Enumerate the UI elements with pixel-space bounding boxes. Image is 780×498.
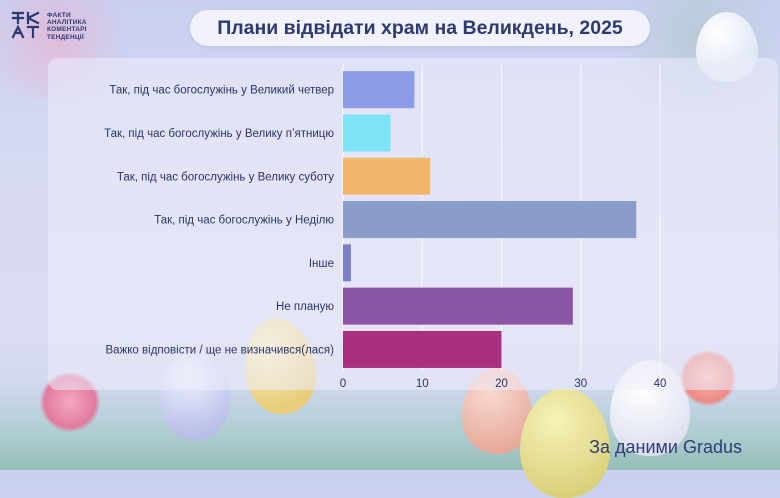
bar-6: [343, 330, 502, 368]
category-label-3: Так, під час богослужінь у Неділю: [154, 215, 334, 227]
category-label-4: Інше: [309, 258, 334, 270]
bar-0: [343, 71, 415, 109]
category-label-0: Так, під час богослужінь у Великий четве…: [109, 85, 334, 97]
bar-1: [343, 114, 391, 152]
logo-line-1: ФАКТИ: [47, 12, 71, 19]
category-label-2: Так, під час богослужінь у Велику суботу: [117, 171, 334, 183]
x-tick-label-4: 40: [654, 378, 667, 390]
logo-text: ФАКТИ АНАЛІТИКА КОМЕНТАРІ ТЕНДЕНЦІЇ: [47, 12, 87, 41]
x-tick-label-2: 20: [495, 378, 508, 390]
bar-4: [343, 244, 351, 282]
logo-line-4: ТЕНДЕНЦІЇ: [47, 33, 84, 41]
logo-mark-icon: [11, 11, 40, 39]
title-banner: Плани відвідати храм на Великдень, 2025: [190, 10, 650, 46]
chart-title: Плани відвідати храм на Великдень, 2025: [217, 16, 623, 39]
logo-line-3: КОМЕНТАРІ: [47, 26, 87, 34]
x-tick-label-0: 0: [340, 378, 346, 390]
source-note: За даними Gradus: [589, 437, 742, 457]
bar-5: [343, 287, 573, 325]
logo-line-2: АНАЛІТИКА: [47, 19, 87, 27]
bar-2: [343, 157, 431, 195]
x-tick-label-1: 10: [416, 378, 429, 390]
category-label-5: Не планую: [276, 301, 334, 313]
x-tick-label-3: 30: [574, 378, 587, 390]
category-label-6: Важко відповісти / ще не визначився(лася…: [106, 344, 335, 356]
bar-chart: Так, під час богослужінь у Великий четве…: [104, 71, 667, 391]
bar-3: [343, 201, 637, 239]
category-label-1: Так, під час богослужінь у Велику п’ятни…: [104, 128, 334, 140]
logo: ФАКТИ АНАЛІТИКА КОМЕНТАРІ ТЕНДЕНЦІЇ: [10, 10, 87, 41]
